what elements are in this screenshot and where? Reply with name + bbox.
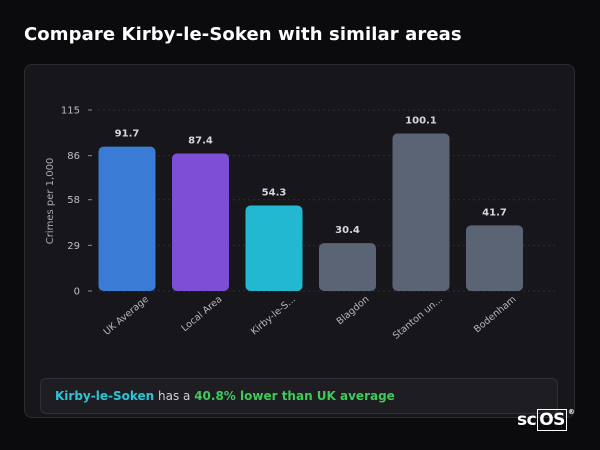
bar[interactable] (466, 225, 523, 291)
brand-logo-boxed: OS (537, 409, 567, 431)
bar[interactable] (172, 153, 229, 291)
y-tick-label: 58 (67, 195, 80, 206)
y-axis-ticks: 0 29 58 86 115 (61, 106, 92, 298)
x-tick-label: Local Area (179, 294, 224, 334)
brand-logo: sc OS ® (517, 408, 575, 431)
y-axis-label: Crimes per 1,000 (45, 158, 56, 245)
value-label: 41.7 (482, 207, 507, 218)
value-label: 87.4 (188, 135, 213, 146)
x-axis-ticks: UK Average Local Area Kirby-le-S... Blagdon… (102, 294, 519, 342)
bar[interactable] (392, 133, 450, 291)
bar[interactable] (245, 205, 303, 291)
value-labels: 91.7 87.4 54.3 30.4 100.1 41.7 (115, 115, 507, 236)
value-label: 30.4 (335, 225, 360, 236)
brand-logo-mark: ® (567, 408, 575, 417)
x-tick-label: Bodenham (472, 294, 518, 335)
x-tick-label: UK Average (102, 294, 151, 338)
bars (98, 133, 523, 291)
x-tick-label: Kirby-le-S... (249, 294, 298, 338)
summary-delta: 40.8% lower than UK average (194, 389, 395, 403)
x-tick-label: Stanton un... (391, 294, 445, 342)
y-tick-label: 0 (74, 287, 80, 298)
brand-logo-prefix: sc (517, 410, 537, 430)
summary-area-name: Kirby-le-Soken (55, 389, 155, 403)
bar-chart: 0 29 58 86 115 91.7 87.4 54.3 30.4 100.1 41.7 UK … (45, 106, 556, 342)
summary-connector: has a (154, 389, 195, 403)
value-label: 91.7 (115, 129, 140, 140)
bar[interactable] (98, 146, 156, 291)
bar[interactable] (319, 243, 376, 291)
y-tick-label: 86 (67, 151, 80, 162)
value-label: 100.1 (405, 115, 437, 126)
page-title: Compare Kirby-le-Soken with similar area… (24, 24, 462, 45)
y-tick-label: 115 (61, 106, 80, 117)
y-tick-label: 29 (67, 241, 80, 252)
summary-box: Kirby-le-Soken has a 40.8% lower than UK… (40, 378, 558, 414)
x-tick-label: Blagdon (335, 294, 372, 327)
value-label: 54.3 (262, 188, 287, 199)
